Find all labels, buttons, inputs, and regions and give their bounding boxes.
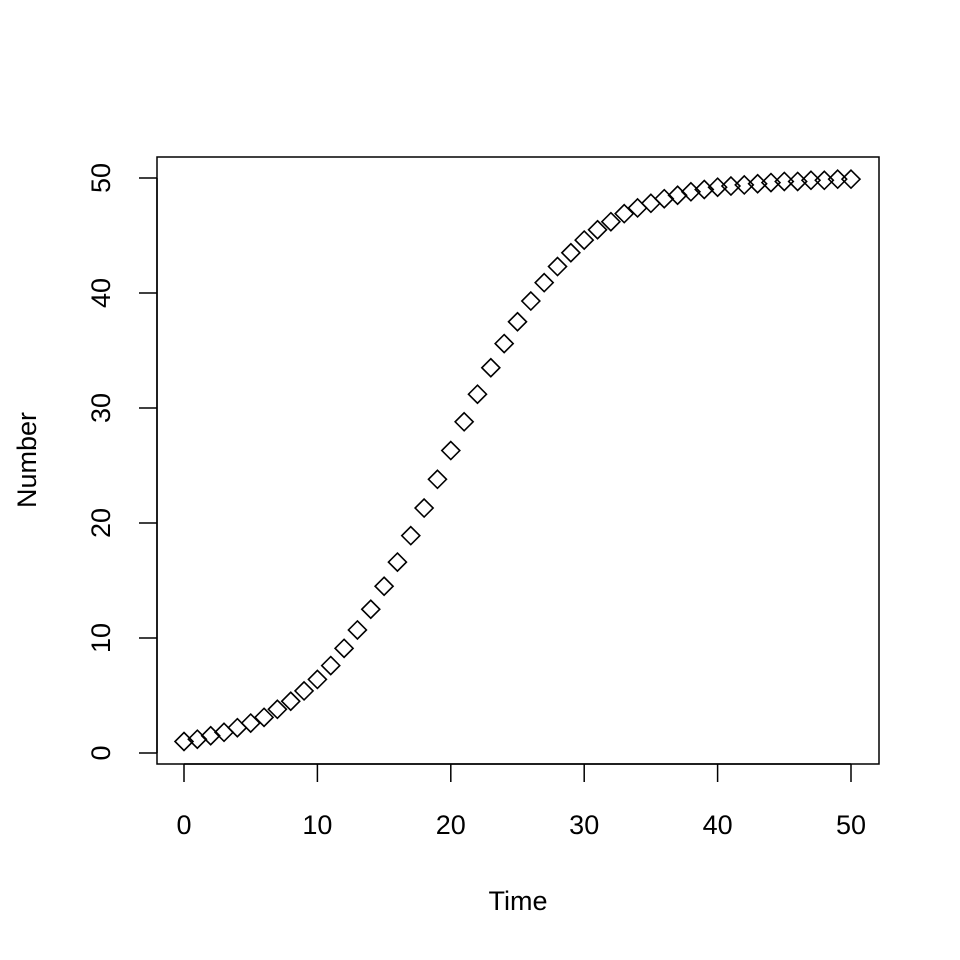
plot-frame bbox=[156, 156, 880, 765]
data-point bbox=[654, 188, 675, 209]
data-point bbox=[774, 171, 795, 192]
data-point bbox=[520, 290, 541, 312]
data-point bbox=[360, 599, 381, 620]
data-point bbox=[267, 699, 288, 720]
data-point bbox=[547, 256, 568, 277]
data-point bbox=[494, 333, 515, 354]
y-tick-label: 20 bbox=[86, 508, 116, 538]
y-tick-label: 40 bbox=[86, 278, 116, 308]
x-axis-title: Time bbox=[489, 886, 548, 916]
x-tick-label: 20 bbox=[436, 810, 466, 840]
data-point bbox=[307, 669, 328, 690]
y-tick-label: 0 bbox=[86, 745, 116, 760]
data-points bbox=[173, 169, 862, 752]
data-point bbox=[507, 311, 528, 332]
data-point bbox=[413, 497, 435, 519]
x-axis: 0 10 20 30 40 50 bbox=[176, 763, 866, 840]
data-point bbox=[400, 525, 421, 546]
data-point bbox=[200, 725, 221, 746]
y-axis-title: Number bbox=[12, 412, 42, 508]
data-point bbox=[840, 169, 862, 190]
data-point bbox=[333, 638, 355, 659]
data-point bbox=[387, 551, 408, 573]
x-tick-label: 30 bbox=[569, 810, 599, 840]
data-point bbox=[440, 440, 461, 461]
data-point bbox=[187, 729, 208, 750]
data-point bbox=[373, 576, 395, 597]
data-point bbox=[800, 170, 822, 191]
data-point bbox=[320, 655, 341, 676]
data-point bbox=[827, 169, 848, 190]
data-point bbox=[253, 707, 275, 728]
x-tick-label: 40 bbox=[703, 810, 733, 840]
x-tick-label: 0 bbox=[176, 810, 191, 840]
data-point bbox=[560, 242, 581, 263]
data-point bbox=[427, 469, 448, 490]
data-point bbox=[480, 357, 501, 378]
data-point bbox=[534, 272, 555, 293]
data-point bbox=[454, 411, 475, 432]
data-point bbox=[280, 691, 301, 712]
data-point bbox=[600, 211, 622, 232]
data-point bbox=[467, 384, 488, 405]
x-tick-label: 10 bbox=[302, 810, 332, 840]
data-point bbox=[293, 680, 315, 702]
x-tick-label: 50 bbox=[836, 810, 866, 840]
data-point bbox=[347, 619, 368, 641]
data-point bbox=[587, 219, 608, 240]
y-tick-label: 10 bbox=[86, 623, 116, 653]
data-point bbox=[574, 229, 595, 251]
y-axis: 0 10 20 30 40 50 bbox=[86, 163, 158, 761]
y-tick-label: 30 bbox=[86, 393, 116, 423]
y-tick-label: 50 bbox=[86, 163, 116, 193]
data-point bbox=[667, 185, 688, 206]
